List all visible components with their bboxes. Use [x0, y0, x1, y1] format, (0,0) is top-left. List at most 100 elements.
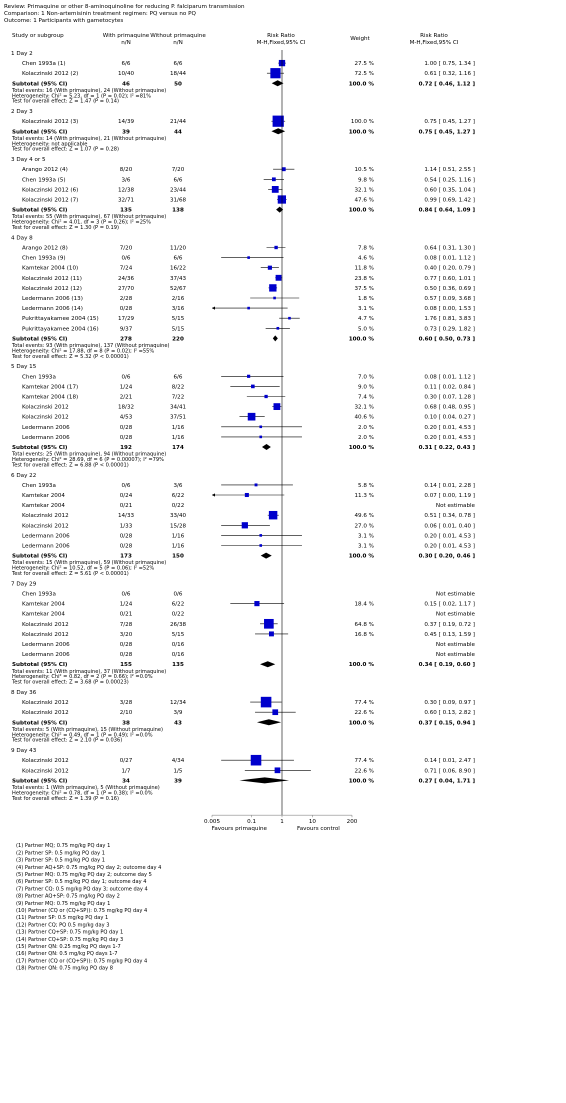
study-row: Chen 1993a 0/6 3/6 5.8 % 0.14 [ 0.01, 2.28 ] — [22, 483, 475, 489]
with-count: 24/36 — [118, 276, 135, 282]
subtotal-without: 135 — [172, 662, 184, 668]
study-row: Pukrittayakamee 2004 (16) 9/37 5/15 5.0 % 0.… — [22, 326, 475, 332]
col-rr: Risk Ratio — [267, 33, 295, 39]
study-weight: 40.6 % — [354, 415, 374, 421]
without-count: 6/6 — [173, 177, 182, 183]
subtotal-without: 220 — [172, 336, 184, 342]
subgroup-note: Heterogeneity: Chi² = 10.52, df = 5 (P =… — [12, 566, 154, 572]
with-count: 18/32 — [118, 405, 134, 411]
subtotal-diamond — [276, 206, 284, 213]
with-count: 14/39 — [118, 119, 135, 125]
study-name: Ledermann 2006 — [22, 652, 70, 658]
study-point — [268, 510, 278, 520]
with-count: 2/21 — [120, 395, 133, 401]
study-weight: 27.5 % — [354, 61, 374, 67]
with-count: 6/6 — [121, 61, 130, 67]
study-name: Kolaczinski 2012 — [22, 710, 69, 716]
without-count: 37/51 — [170, 415, 187, 421]
subgroup-note: Total events: 11 (With primaquine), 37 (… — [11, 669, 166, 675]
study-point — [247, 256, 250, 259]
study-name: Pukrittayakamee 2004 (15) — [22, 316, 99, 322]
study-name: Kolaczinski 2012 — [22, 405, 69, 411]
study-name: Ledermann 2006 — [22, 533, 70, 539]
without-count: 31/68 — [170, 198, 187, 204]
without-count: 6/22 — [172, 493, 185, 499]
footnote: (8) Partner AQ+SP: 0.75 mg/kg PQ day 2 — [16, 894, 120, 900]
study-weight: 3.1 % — [358, 544, 374, 550]
subtotal-without: 138 — [172, 208, 184, 214]
without-count: 6/6 — [173, 61, 182, 67]
subgroup-title: 8 Day 36 — [11, 690, 37, 696]
subgroup-note: Heterogeneity: Chi² = 0.82, df = 2 (P = … — [12, 674, 153, 680]
col-rr2: Risk Ratio — [420, 33, 448, 39]
with-count: 27/70 — [118, 286, 135, 292]
with-count: 1/33 — [120, 523, 133, 529]
study-name: Kolaczinski 2012 — [22, 632, 69, 638]
study-point — [247, 412, 256, 421]
subgroup-note: Total events: 16 (With primaquine), 24 (… — [11, 88, 166, 94]
subgroup-note: Total events: 55 (With primaquine), 67 (… — [11, 214, 166, 220]
subtotal-without: 50 — [174, 81, 182, 87]
study-weight: 5.8 % — [358, 483, 374, 489]
without-count: 5/15 — [172, 326, 185, 332]
col-with: With primaquine — [103, 33, 150, 39]
without-count: 34/41 — [170, 405, 187, 411]
study-row: Kolaczinski 2012 14/33 33/40 49.6 % 0.51 [ 0… — [22, 510, 475, 520]
with-count: 8/20 — [120, 167, 133, 173]
study-ci: 0.20 [ 0.01, 4.53 ] — [424, 533, 475, 539]
subtotal-ci: 0.30 [ 0.20, 0.46 ] — [419, 554, 476, 560]
subtotal-row: Subtotal (95% CI) 278 220 100.0 % 0.60 [ 0.5… — [12, 335, 475, 342]
outcome-title: Outcome: 1 Participants with gametocytes — [4, 18, 123, 24]
subtotal-row: Subtotal (95% CI) 38 43 100.0 % 0.37 [ 0.15,… — [12, 719, 475, 726]
study-point — [273, 403, 281, 410]
study-ci: 0.20 [ 0.01, 4.53 ] — [424, 544, 475, 550]
study-ci: 0.08 [ 0.01, 1.12 ] — [424, 256, 475, 262]
subtotal-diamond — [271, 80, 284, 87]
study-name: Kolaczinski 2012 (2) — [22, 71, 78, 77]
study-ci: 1.14 [ 0.51, 2.55 ] — [424, 167, 475, 173]
study-name: Ledermann 2006 (13) — [22, 296, 83, 302]
subgroup-note: Test for overall effect: Z = 5.32 (P < 0… — [11, 354, 129, 360]
study-ci: 0.73 [ 0.29, 1.82 ] — [424, 326, 475, 332]
subtotal-label: Subtotal (95% CI) — [12, 554, 68, 560]
subtotal-without: 150 — [172, 554, 184, 560]
subgroup: 1 Day 2 Chen 1993a (1) 6/6 6/6 27.5 % 1.00 [ … — [11, 51, 475, 105]
study-name: Chen 1993a — [22, 592, 56, 598]
study-row: Ledermann 2006 0/28 1/16 3.1 % 0.20 [ 0.01, … — [22, 533, 475, 539]
study-name: Kamtekar 2004 (18) — [22, 395, 78, 401]
with-count: 9/37 — [120, 326, 133, 332]
study-point — [259, 534, 263, 537]
subgroup-note: Test for overall effect: Z = 1.47 (P = 0… — [11, 99, 119, 105]
study-point — [270, 68, 281, 79]
study-row: Ledermann 2006 0/28 0/16 Not estimable — [22, 642, 476, 648]
study-ci: 0.14 [ 0.01, 2.28 ] — [424, 483, 475, 489]
with-count: 7/20 — [120, 246, 133, 252]
without-count: 5/15 — [172, 632, 185, 638]
subgroup-note: Total events: 93 (With primaquine), 137 … — [11, 343, 169, 349]
subtotal-with: 173 — [120, 554, 132, 560]
study-weight: 11.8 % — [354, 266, 374, 272]
study-ci: 0.08 [ 0.01, 1.12 ] — [424, 374, 475, 380]
with-count: 0/6 — [121, 592, 130, 598]
study-ci: 0.14 [ 0.01, 2.47 ] — [424, 758, 475, 764]
without-count: 18/44 — [170, 71, 187, 77]
study-row: Kamtekar 2004 0/24 6/22 11.3 % 0.07 [ 0.00, … — [22, 492, 475, 499]
study-name: Arango 2012 (8) — [22, 246, 68, 252]
study-row: Kolaczinski 2012 (3) 14/39 21/44 100.0 % 0.7… — [22, 115, 475, 127]
study-ci: 0.50 [ 0.36, 0.69 ] — [424, 286, 475, 292]
study-row: Kamtekar 2004 1/24 6/22 18.4 % 0.15 [ 0.02, … — [22, 601, 475, 608]
col-with-nn: n/N — [121, 40, 131, 46]
axis-tick-label: 200 — [347, 819, 358, 825]
without-count: 52/67 — [170, 286, 187, 292]
study-ci: 0.08 [ 0.00, 1.53 ] — [424, 306, 475, 312]
without-count: 33/40 — [170, 513, 187, 519]
subtotal-weight: 100.0 % — [349, 336, 375, 342]
subtotal-label: Subtotal (95% CI) — [12, 129, 68, 135]
col-without: Without primaquine — [150, 33, 206, 39]
study-name: Ledermann 2006 — [22, 435, 70, 441]
study-weight: 11.3 % — [354, 493, 374, 499]
study-weight: 22.6 % — [354, 710, 374, 716]
subgroup-note: Test for overall effect: Z = 2.10 (P = 0… — [11, 738, 122, 744]
subtotal-without: 174 — [172, 445, 184, 451]
